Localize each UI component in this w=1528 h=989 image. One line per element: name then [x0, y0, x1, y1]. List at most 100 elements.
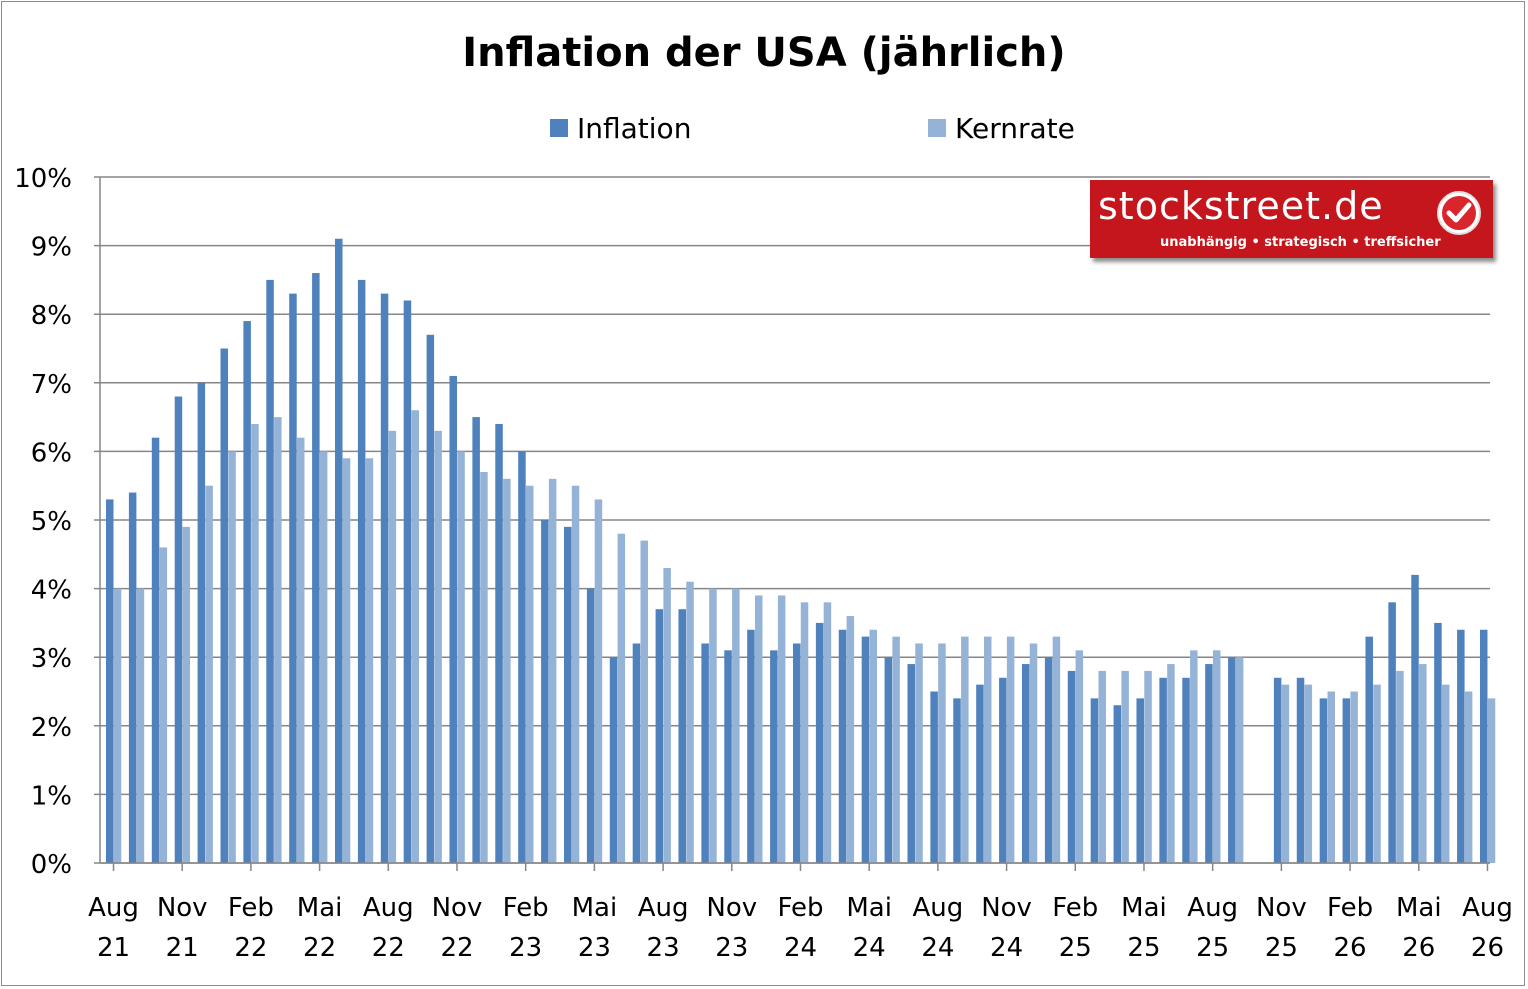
stockstreet-logo: stockstreet.de unabhängig • strategisch …: [1090, 180, 1493, 258]
bar-kernrate: [892, 636, 900, 863]
bar-kernrate: [1144, 670, 1152, 863]
bar-inflation: [563, 526, 572, 863]
bar-inflation: [747, 629, 755, 863]
bar-kernrate: [663, 568, 671, 863]
x-tick-label-month: Mai: [572, 893, 618, 923]
bar-inflation: [426, 334, 435, 863]
bar-kernrate: [205, 485, 213, 863]
x-tick-label-year: 24: [990, 933, 1023, 963]
bar-inflation: [770, 650, 778, 863]
x-tick-label-year: 21: [166, 933, 199, 963]
bar-kernrate: [1235, 657, 1244, 863]
checkmark-icon: [1437, 191, 1481, 235]
x-tick-label-year: 21: [97, 933, 130, 963]
bar-kernrate: [1373, 684, 1381, 863]
bar-kernrate: [754, 595, 763, 863]
bar-kernrate: [525, 485, 534, 863]
bar-inflation: [495, 423, 503, 863]
x-tick-label-year: 25: [1059, 933, 1092, 963]
y-tick-label: 3%: [31, 644, 72, 674]
bar-inflation: [792, 643, 801, 863]
x-tick-label-year: 22: [303, 933, 336, 963]
bar-inflation: [1205, 664, 1213, 863]
legend-swatch-kernrate: [928, 119, 946, 137]
bar-kernrate: [983, 636, 992, 863]
bar-kernrate: [1419, 664, 1427, 863]
x-tick-label-year: 22: [372, 933, 405, 963]
bar-inflation: [151, 437, 160, 863]
x-tick-label-year: 26: [1334, 933, 1367, 963]
bar-inflation: [289, 293, 297, 863]
bar-inflation: [907, 664, 915, 863]
bar-kernrate: [732, 588, 740, 863]
bar-inflation: [632, 643, 641, 863]
bar-inflation: [1457, 629, 1465, 863]
bar-kernrate: [1212, 650, 1221, 863]
bar-inflation: [518, 451, 526, 863]
x-tick-label-year: 22: [440, 933, 473, 963]
x-tick-label-month: Feb: [1052, 893, 1098, 923]
x-tick-label-year: 23: [578, 933, 611, 963]
legend-swatch-inflation: [550, 119, 568, 137]
bar-kernrate: [1006, 636, 1015, 863]
bar-inflation: [655, 609, 664, 863]
legend-item-kernrate: Kernrate: [928, 111, 1075, 145]
bar-inflation: [701, 643, 709, 863]
y-tick-label: 10%: [14, 164, 72, 194]
bar-inflation: [1044, 657, 1053, 863]
legend-label-kernrate: Kernrate: [955, 111, 1075, 145]
x-tick-label-year: 24: [784, 933, 817, 963]
bar-kernrate: [228, 451, 236, 863]
x-tick-label-year: 25: [1196, 933, 1229, 963]
bar-inflation: [1365, 636, 1373, 863]
bar-kernrate: [388, 430, 397, 863]
bar-inflation: [1319, 698, 1328, 863]
bar-kernrate: [1075, 650, 1084, 863]
x-tick-label-month: Aug: [1462, 893, 1513, 923]
x-tick-label-month: Mai: [1121, 893, 1167, 923]
bar-kernrate: [1281, 684, 1290, 863]
bar-kernrate: [411, 410, 419, 863]
x-tick-label-year: 23: [715, 933, 748, 963]
y-tick-label: 7%: [31, 370, 72, 400]
y-tick-label: 8%: [31, 301, 72, 331]
bar-kernrate: [961, 636, 969, 863]
bar-inflation: [1090, 698, 1099, 863]
bar-inflation: [1113, 705, 1122, 863]
bar-kernrate: [1052, 636, 1061, 863]
bar-inflation: [1136, 698, 1144, 863]
bar-inflation: [815, 622, 824, 863]
bar-kernrate: [457, 451, 465, 863]
bar-kernrate: [617, 533, 626, 863]
bar-inflation: [106, 499, 114, 863]
bar-kernrate: [800, 602, 809, 863]
bar-inflation: [609, 657, 618, 863]
x-tick-label-year: 26: [1471, 933, 1504, 963]
y-tick-label: 9%: [31, 233, 72, 263]
bar-inflation: [197, 382, 206, 863]
bar-kernrate: [823, 602, 832, 863]
bar-inflation: [1273, 677, 1282, 863]
x-tick-label-month: Aug: [88, 893, 139, 923]
bar-inflation: [861, 636, 870, 863]
bar-kernrate: [159, 547, 168, 863]
bar-kernrate: [480, 471, 488, 863]
bar-kernrate: [846, 616, 855, 863]
bar-kernrate: [296, 437, 305, 863]
logo-name: stockstreet.de: [1098, 184, 1384, 228]
x-tick-label-month: Nov: [706, 893, 757, 923]
bar-kernrate: [686, 581, 694, 863]
bar-inflation: [312, 273, 320, 863]
logo-slogan: unabhängig • strategisch • treffsicher: [1160, 235, 1441, 250]
bar-inflation: [1067, 670, 1076, 863]
bar-kernrate: [548, 478, 557, 863]
bar-kernrate: [136, 588, 145, 863]
bar-kernrate: [319, 451, 328, 863]
bar-kernrate: [1327, 691, 1335, 863]
bar-kernrate: [594, 499, 603, 863]
chart-title: Inflation der USA (jährlich): [462, 30, 1066, 76]
bar-inflation: [403, 300, 412, 864]
x-tick-label-month: Nov: [432, 893, 483, 923]
bar-kernrate: [251, 423, 259, 863]
x-tick-label-month: Mai: [846, 893, 892, 923]
